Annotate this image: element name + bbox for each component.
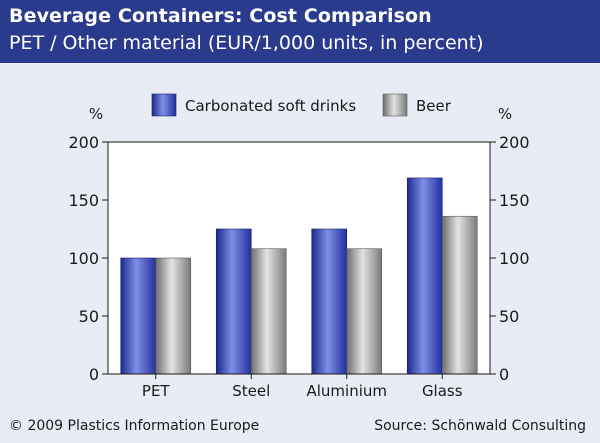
chart-subtitle: PET / Other material (EUR/1,000 units, i… [9,32,484,54]
chart-title: Beverage Containers: Cost Comparison [9,5,432,27]
legend-label: Beer [416,97,452,115]
source-note: Source: Schönwald Consulting [374,418,586,434]
copyright-note: © 2009 Plastics Information Europe [9,418,260,434]
legend-label: Carbonated soft drinks [185,97,356,115]
bar-soft-drinks-glass [406,177,443,375]
bar-soft-drinks-aluminium [311,228,348,375]
y-tick-label-left: 200 [68,133,99,152]
x-tick-label: Glass [422,382,463,400]
y-tick-label-left: 150 [68,191,99,210]
x-tick-label: Steel [232,382,270,400]
bar-beer-glass [441,215,478,375]
y-axis-label-left: % [89,105,103,123]
y-tick-label-left: 100 [68,249,99,268]
y-tick-label-right: 100 [499,249,530,268]
y-tick-label-left: 0 [89,365,99,384]
legend-swatch-beer [382,93,408,117]
x-tick-label: PET [142,382,171,400]
x-tick-label: Aluminium [306,382,387,400]
bar-beer-steel [250,248,287,375]
y-tick-label-right: 50 [499,307,519,326]
plot-frame [107,141,491,375]
y-axis-label-right: % [498,105,512,123]
bar-beer-aluminium [346,248,383,375]
y-tick-label-right: 200 [499,133,530,152]
bar-soft-drinks-pet [120,257,157,375]
y-tick-label-left: 50 [79,307,99,326]
bar-chart: 0 0 50 50 100 100 150 150 200 200% % PET Steel Alumin… [68,93,530,400]
chart-header: Beverage Containers: Cost Comparison PET… [0,0,600,63]
bar-beer-pet [155,257,192,375]
y-tick-label-right: 0 [499,365,509,384]
legend-swatch-soft-drinks [151,93,177,117]
y-tick-label-right: 150 [499,191,530,210]
bar-soft-drinks-steel [215,228,252,375]
